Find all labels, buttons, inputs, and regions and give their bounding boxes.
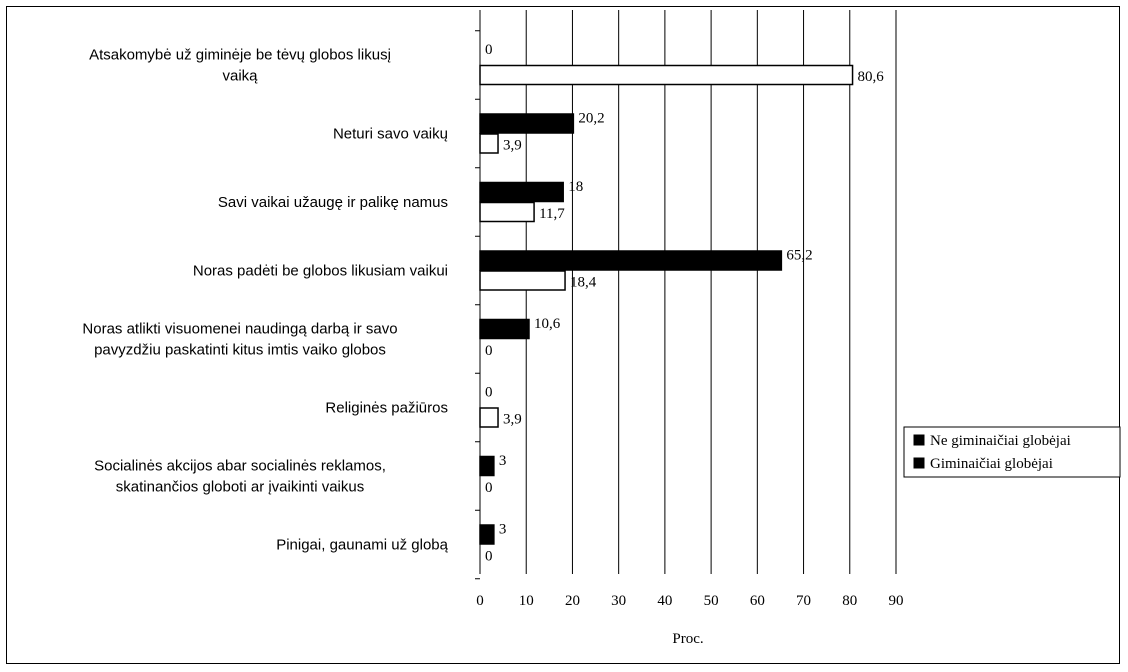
bar-ne-giminaiciai: [479, 455, 495, 477]
data-label: 3,9: [503, 138, 522, 154]
category-label: skatinančios globoti ar įvaikinti vaikus: [116, 479, 364, 496]
x-tick-label: 60: [750, 593, 765, 609]
bar-ne-giminaiciai: [479, 250, 783, 271]
x-tick-label: 70: [796, 593, 811, 609]
legend-box: [903, 426, 1121, 478]
data-label: 20,2: [578, 111, 604, 127]
x-axis-label: Proc.: [672, 631, 703, 647]
bar-giminaiciai: [479, 201, 535, 223]
category-label: Socialinės akcijos abar socialinės rekla…: [94, 458, 386, 475]
bar-ne-giminaiciai: [479, 318, 530, 340]
data-label: 0: [485, 480, 493, 496]
category-label: pavyzdžiu paskatinti kitus imtis vaiko g…: [94, 342, 386, 359]
category-label: Noras padėti be globos likusiam vaikui: [193, 263, 448, 280]
bar-giminaiciai: [479, 64, 854, 86]
x-tick-label: 50: [704, 593, 719, 609]
category-label: Atsakomybė už giminėje be tėvų globos li…: [89, 47, 391, 64]
category-label: Neturi savo vaikų: [333, 126, 448, 143]
bar-ne-giminaiciai: [479, 524, 495, 545]
category-label: Pinigai, gaunami už globą: [276, 537, 448, 554]
data-label: 80,6: [858, 69, 885, 85]
bar-ne-giminaiciai: [479, 113, 575, 134]
data-label: 18,4: [570, 275, 597, 291]
x-tick-label: 80: [842, 593, 857, 609]
category-label: Religinės pažiūros: [325, 400, 448, 417]
category-label: vaiką: [222, 68, 258, 85]
data-label: 11,7: [539, 206, 565, 222]
legend-swatch: [913, 434, 925, 446]
data-label: 3: [499, 522, 507, 538]
data-label: 0: [485, 549, 493, 565]
x-tick-label: 0: [476, 593, 484, 609]
x-tick-label: 90: [888, 593, 903, 609]
bar-giminaiciai: [479, 407, 499, 428]
x-tick-label: 30: [611, 593, 626, 609]
legend-label: Giminaičiai globėjai: [930, 456, 1053, 472]
x-tick-label: 20: [565, 593, 580, 609]
data-label: 10,6: [534, 316, 561, 332]
data-label: 18: [568, 179, 583, 195]
legend-swatch: [913, 457, 925, 469]
data-label: 0: [485, 385, 493, 401]
data-label: 0: [485, 343, 493, 359]
data-label: 65,2: [786, 248, 812, 264]
data-label: 3: [499, 453, 507, 469]
bar-giminaiciai: [479, 270, 566, 291]
bar-ne-giminaiciai: [479, 181, 564, 203]
data-label: 0: [485, 42, 493, 58]
data-label: 3,9: [503, 412, 522, 428]
legend-label: Ne giminaičiai globėjai: [930, 433, 1071, 449]
category-label: Noras atlikti visuomenei naudingą darbą …: [82, 321, 397, 338]
category-label: Savi vaikai užaugę ir palikę namus: [218, 194, 448, 211]
x-tick-label: 10: [519, 593, 534, 609]
x-tick-label: 40: [657, 593, 672, 609]
bar-giminaiciai: [479, 133, 499, 154]
